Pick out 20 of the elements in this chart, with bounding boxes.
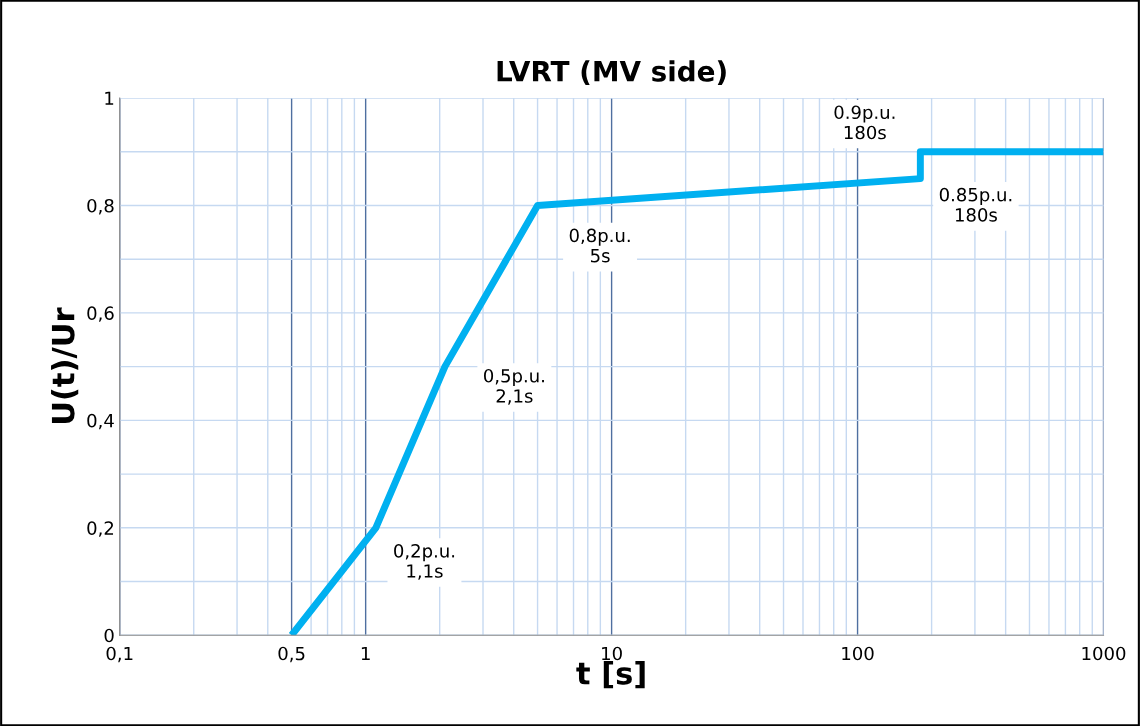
x-tick-label: 1 bbox=[361, 646, 370, 661]
x-tick-label: 100 bbox=[842, 646, 874, 661]
y-tick-label: 1 bbox=[105, 91, 114, 105]
x-tick-label: 0,1 bbox=[106, 646, 133, 663]
x-tick-label: 1000 bbox=[1082, 646, 1126, 661]
y-tick-label: 0,6 bbox=[87, 306, 114, 322]
y-tick-label: 0,2 bbox=[87, 521, 114, 537]
y-axis-title: U(t)/Ur bbox=[51, 307, 79, 424]
annotation: 0.85p.u. 180s bbox=[939, 187, 1012, 222]
annotation: 0,2p.u. 1,1s bbox=[394, 544, 455, 580]
x-tick-label: 10 bbox=[602, 646, 622, 661]
y-tick-label: 0,4 bbox=[87, 413, 114, 430]
annotation: 0.9p.u. 180s bbox=[834, 105, 895, 140]
chart-title: LVRT (MV side) bbox=[497, 60, 726, 86]
x-axis-title: t [s] bbox=[576, 661, 645, 689]
annotation: 0,5p.u. 2,1s bbox=[483, 368, 544, 405]
x-tick-label: 0,5 bbox=[278, 646, 305, 663]
annotation: 0,8p.u. 5s bbox=[569, 228, 630, 263]
y-tick-label: 0 bbox=[104, 628, 114, 643]
y-tick-label: 0,8 bbox=[87, 198, 114, 215]
